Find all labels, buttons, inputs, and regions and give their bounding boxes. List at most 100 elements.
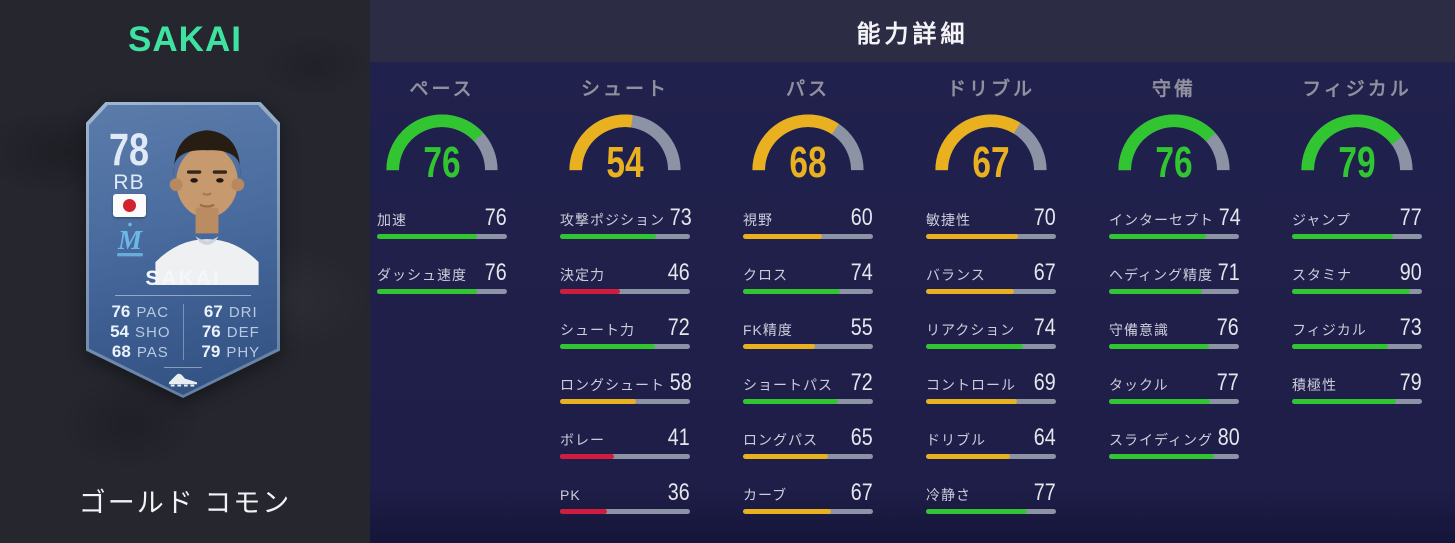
stat-bar-fill: [1109, 454, 1215, 459]
gauge-fill-arc: [1118, 114, 1230, 171]
category-label: フィジカル: [1302, 79, 1412, 100]
card-stat-label: DRI: [228, 304, 258, 321]
stat-row-header: リアクション 74: [926, 314, 1056, 341]
stat-row-header: ドリブル 64: [926, 424, 1056, 451]
stat-label: PK: [560, 487, 581, 503]
stat-label: インターセプト: [1109, 212, 1214, 228]
card-stats: 76 PAC 54 SHO 68 PAS 67 DRI 76 DEF 79 PH…: [101, 302, 265, 362]
card-stat-label: DEF: [226, 324, 260, 341]
stat-row: 加速 76: [377, 204, 507, 259]
stat-label: スタミナ: [1292, 267, 1352, 283]
gauge-arc: [569, 114, 681, 171]
card-stat-label: PAS: [136, 344, 169, 361]
stat-bar-track: [926, 289, 1056, 294]
stat-bar-track: [560, 344, 690, 349]
stat-list: インターセプト 74 ヘディング精度 71 守備意識 76 タックル 77: [1109, 204, 1241, 479]
stat-label: 攻撃ポジション: [560, 212, 665, 228]
stat-row: カーブ 67: [743, 479, 873, 534]
gauge-fill-arc: [935, 114, 1047, 171]
player-card: 78 RB M SAKAI 76 PAC 54 SHO 68 PA: [86, 102, 280, 398]
stat-value: 46: [668, 259, 690, 286]
stat-row: ドリブル 64: [926, 424, 1056, 479]
japan-flag-icon: [113, 194, 146, 217]
stat-label: カーブ: [743, 487, 788, 503]
gauge-value: 54: [606, 138, 644, 187]
stat-value: 67: [851, 479, 873, 506]
stat-bar-fill: [926, 289, 1014, 294]
svg-text:M: M: [117, 225, 143, 255]
stat-row-header: PK 36: [560, 479, 690, 506]
stat-label: 決定力: [560, 267, 605, 283]
stat-row: リアクション 74: [926, 314, 1056, 369]
stat-bar-fill: [1292, 234, 1394, 239]
card-stat-value: 67: [203, 302, 223, 321]
gauge-value: 76: [423, 138, 461, 187]
stat-row: FK精度 55: [743, 314, 873, 369]
stat-value: 74: [1034, 314, 1056, 341]
boot-divider-line: [164, 367, 202, 368]
stat-bar-track: [1292, 289, 1422, 294]
stat-value: 77: [1217, 369, 1239, 396]
stat-bar-fill: [1109, 399, 1211, 404]
stat-row-header: インターセプト 74: [1109, 204, 1241, 231]
card-stats-divider: [182, 304, 184, 360]
card-stat-row: 76 PAC: [101, 302, 175, 322]
stat-row: シュート力 72: [560, 314, 690, 369]
stat-row: ヘディング精度 71: [1109, 259, 1240, 314]
stat-row: 攻撃ポジション 73: [560, 204, 692, 259]
stat-row: スライディング 80: [1109, 424, 1240, 479]
stat-bar-track: [560, 399, 690, 404]
gauge-fill-arc: [752, 114, 864, 171]
stat-label: ドリブル: [926, 432, 986, 448]
stat-bar-track: [1109, 454, 1239, 459]
category-gauge: 54: [567, 111, 683, 185]
attribute-column: パス 68 視野 60 クロス 74 FK精度 55: [743, 74, 873, 534]
category-gauge: 68: [750, 111, 866, 185]
stat-value: 73: [1400, 314, 1422, 341]
stat-row-header: クロス 74: [743, 259, 873, 286]
stat-value: 67: [1034, 259, 1056, 286]
attribute-column: ペース 76 加速 76 ダッシュ速度 76: [377, 74, 507, 534]
stat-bar-fill: [1292, 399, 1396, 404]
card-stat-value: 76: [201, 322, 221, 341]
gauge-fill-arc: [569, 114, 681, 171]
stat-bar-fill: [377, 234, 477, 239]
stat-row-header: 積極性 79: [1292, 369, 1422, 396]
stat-row-header: 加速 76: [377, 204, 507, 231]
card-divider-line: [115, 295, 251, 296]
stat-bar-track: [743, 289, 873, 294]
stat-value: 77: [1400, 204, 1422, 231]
stat-row: タックル 77: [1109, 369, 1239, 424]
stat-bar-fill: [1109, 344, 1209, 349]
card-stat-value: 79: [201, 342, 221, 361]
gauge-arc: [1118, 114, 1230, 171]
stat-bar-fill: [560, 344, 655, 349]
attribute-detail-panel: ペース 76 加速 76 ダッシュ速度 76 シュート: [370, 62, 1455, 543]
stat-list: 敏捷性 70 バランス 67 リアクション 74 コントロール 69: [926, 204, 1056, 534]
stat-row: ジャンプ 77: [1292, 204, 1422, 259]
player-sidebar: SAKAI: [0, 0, 370, 543]
stat-label: シュート力: [560, 322, 635, 338]
stat-row: 視野 60: [743, 204, 873, 259]
stat-value: 77: [1034, 479, 1056, 506]
stats-columns: ペース 76 加速 76 ダッシュ速度 76 シュート: [377, 74, 1422, 534]
stat-row-header: フィジカル 73: [1292, 314, 1422, 341]
stat-label: スライディング: [1109, 432, 1214, 448]
stat-value: 69: [1034, 369, 1056, 396]
attribute-column: 守備 76 インターセプト 74 ヘディング精度 71 守備意識 76: [1109, 74, 1241, 534]
stat-label: ジャンプ: [1292, 212, 1351, 228]
stat-bar-fill: [926, 509, 1028, 514]
card-stat-label: PHY: [226, 344, 261, 361]
player-photo: [131, 113, 277, 285]
stat-list: 視野 60 クロス 74 FK精度 55 ショートパス 72: [743, 204, 873, 534]
stat-row: ダッシュ速度 76: [377, 259, 507, 314]
stat-value: 41: [668, 424, 690, 451]
card-stat-label: SHO: [135, 324, 171, 341]
stat-bar-fill: [560, 234, 656, 239]
category-gauge: 67: [933, 111, 1049, 185]
club-crest-icon: M: [109, 221, 151, 261]
stat-bar-fill: [743, 509, 831, 514]
stat-label: 積極性: [1292, 377, 1337, 393]
stat-row: バランス 67: [926, 259, 1056, 314]
stat-value: 79: [1400, 369, 1422, 396]
